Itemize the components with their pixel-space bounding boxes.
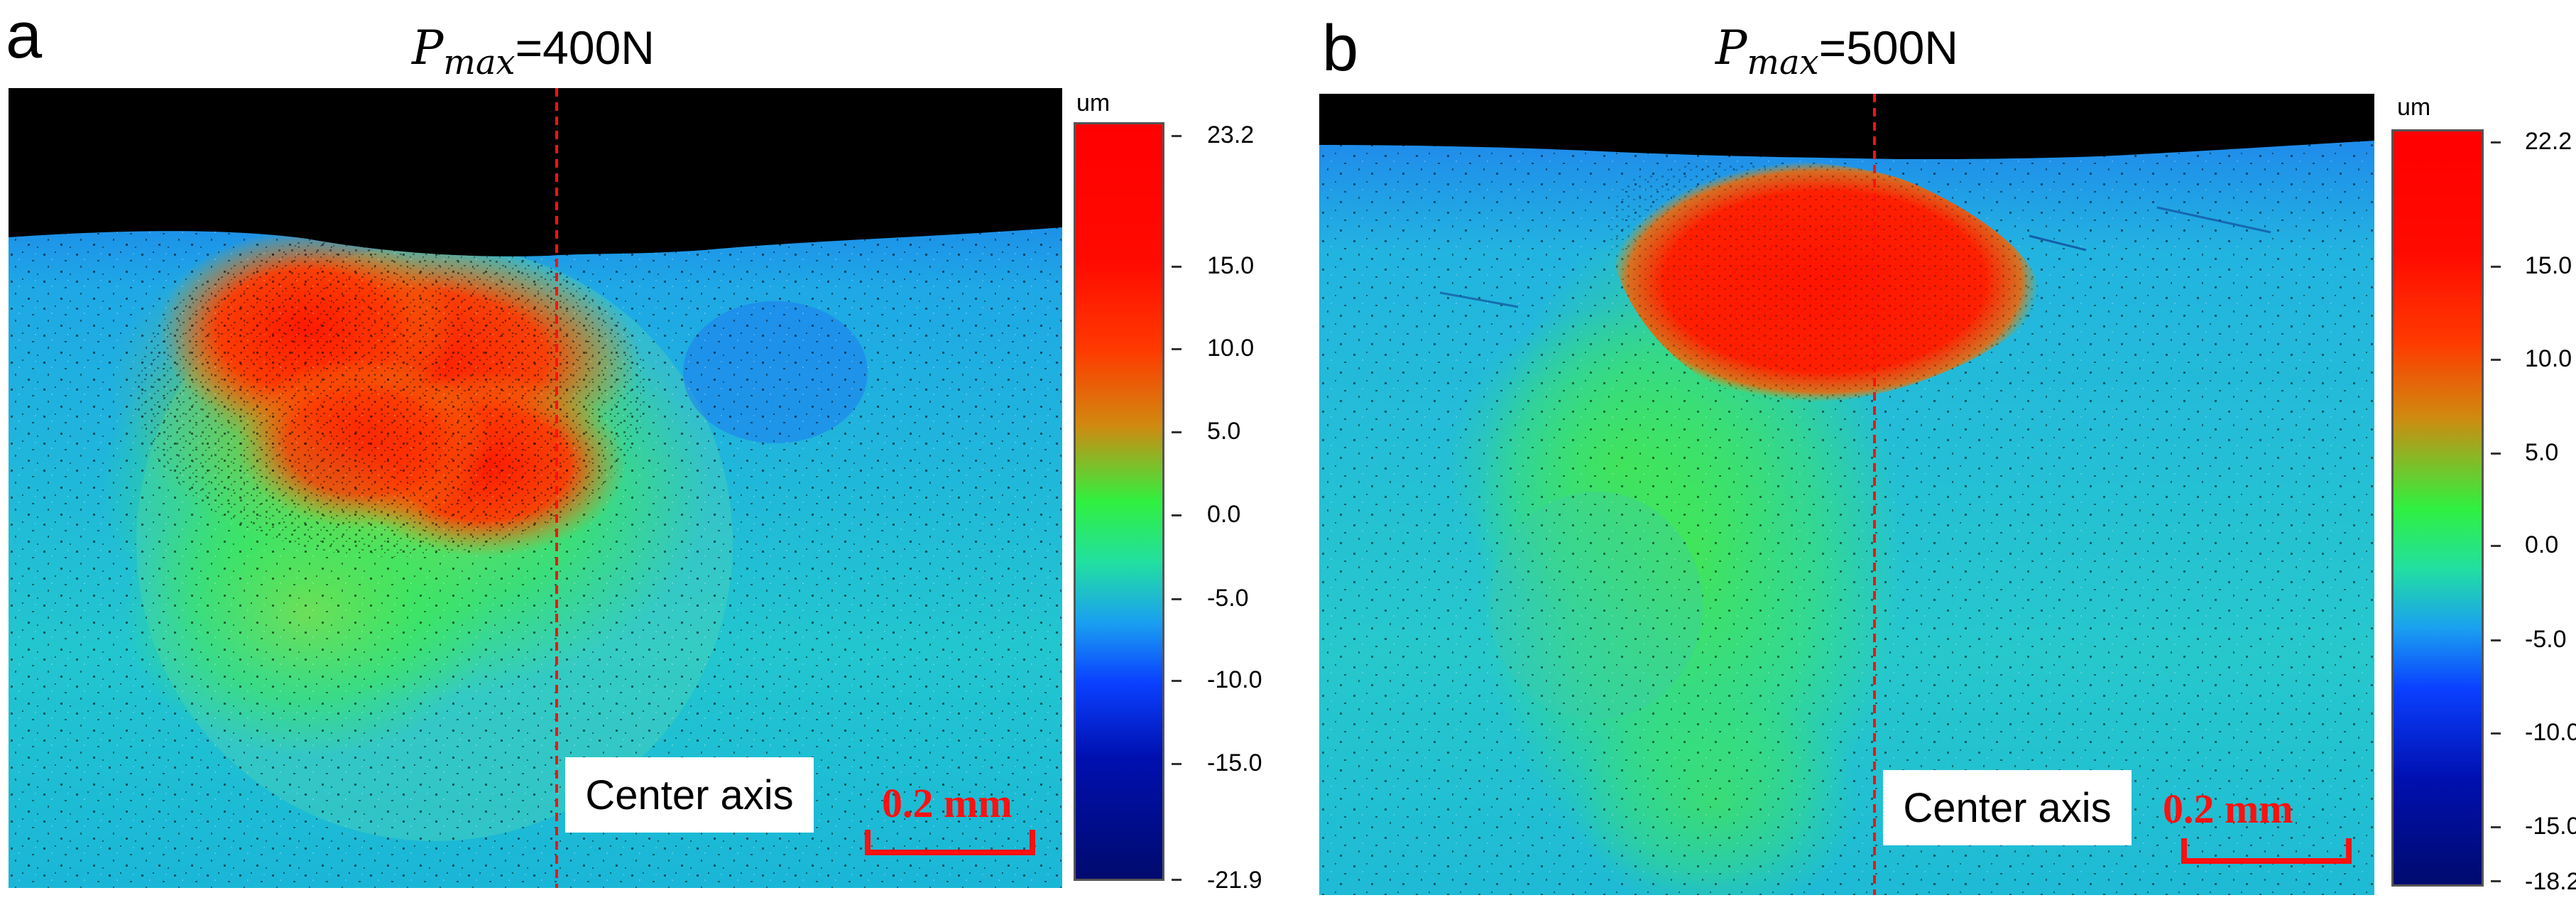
panel-a-colorbar-mark bbox=[1172, 431, 1181, 433]
panel-b-colorbar-tick: -5.0 bbox=[2525, 626, 2567, 653]
panel-a-title-value: =400N bbox=[515, 21, 655, 74]
panel-b-colorbar-mark bbox=[2491, 880, 2501, 882]
panel-a-colorbar-tick: 15.0 bbox=[1207, 252, 1255, 279]
panel-a-colorbar-tick: -15.0 bbox=[1207, 749, 1262, 776]
panel-b-colorbar-mark bbox=[2491, 545, 2501, 547]
panel-b-colorbar-max: 22.2 bbox=[2525, 128, 2572, 155]
panel-a-colorbar-mark bbox=[1172, 879, 1181, 881]
panel-b-colorbar-tick: 10.0 bbox=[2525, 345, 2572, 372]
panel-b-title-value: =500N bbox=[1818, 21, 1958, 74]
panel-a-title-subscript: max bbox=[443, 43, 515, 82]
panel-a-colorbar-mark bbox=[1172, 348, 1181, 350]
panel-b-colorbar-mark bbox=[2491, 826, 2501, 828]
panel-b-deformation-map bbox=[1319, 94, 2374, 895]
panel-a-map-image bbox=[9, 88, 1062, 888]
panel-b-center-axis-label: Center axis bbox=[1883, 770, 2132, 845]
panel-b-colorbar-mark bbox=[2491, 453, 2501, 455]
panel-a-colorbar-tick: -5.0 bbox=[1207, 585, 1249, 612]
panel-a-scale-label: 0.2 mm bbox=[882, 780, 1013, 826]
panel-a-letter: a bbox=[6, 0, 43, 72]
panel-a-colorbar-tick: 5.0 bbox=[1207, 418, 1241, 445]
panel-b-colorbar-mark bbox=[2491, 141, 2501, 143]
panel-b-colorbar-tick: -10.0 bbox=[2525, 719, 2576, 746]
panel-b-title-symbol: P bbox=[1715, 21, 1747, 75]
panel-a-colorbar-max: 23.2 bbox=[1207, 121, 1255, 148]
panel-a-colorbar-tick: 10.0 bbox=[1207, 335, 1255, 362]
panel-a-title-symbol: P bbox=[412, 21, 444, 75]
panel-a-colorbar-mark bbox=[1172, 135, 1181, 137]
panel-a-colorbar-tick: -10.0 bbox=[1207, 666, 1262, 693]
panel-b-colorbar-tick: 0.0 bbox=[2525, 531, 2559, 558]
panel-a-title: Pmax=400N bbox=[412, 21, 655, 80]
panel-b-title: Pmax=500N bbox=[1715, 21, 1958, 80]
panel-b-colorbar-tick: -15.0 bbox=[2525, 813, 2576, 840]
panel-b-colorbar-tick: 5.0 bbox=[2525, 439, 2559, 466]
panel-a-scale-bar bbox=[865, 830, 1035, 855]
panel-a-colorbar-mark bbox=[1172, 680, 1181, 682]
panel-b-title-subscript: max bbox=[1747, 43, 1819, 82]
panel-b-scale-label: 0.2 mm bbox=[2163, 786, 2293, 832]
panel-a-colorbar-mark bbox=[1172, 763, 1181, 765]
panel-a-colorbar-mark bbox=[1172, 266, 1181, 268]
panel-b-colorbar-mark bbox=[2491, 732, 2501, 735]
panel-a-colorbar-mark bbox=[1172, 514, 1181, 516]
panel-b-colorbar-tick: 15.0 bbox=[2525, 252, 2572, 279]
panel-b-colorbar bbox=[2391, 129, 2484, 887]
panel-a-colorbar-unit: um bbox=[1076, 90, 1110, 117]
panel-b-letter: b bbox=[1322, 12, 1359, 85]
panel-a-colorbar-tick: 0.0 bbox=[1207, 501, 1241, 528]
panel-a-center-axis-label: Center axis bbox=[565, 757, 814, 833]
panel-b-scale-bar bbox=[2181, 838, 2352, 864]
panel-b-colorbar-unit: um bbox=[2397, 94, 2431, 121]
panel-a-colorbar bbox=[1074, 122, 1164, 881]
panel-b-map-image bbox=[1319, 94, 2374, 895]
panel-a-colorbar-min: -21.9 bbox=[1207, 867, 1262, 894]
panel-b-colorbar-min: -18.2 bbox=[2525, 868, 2576, 895]
panel-b-colorbar-mark bbox=[2491, 359, 2501, 361]
panel-a-colorbar-mark bbox=[1172, 598, 1181, 600]
panel-b-colorbar-mark bbox=[2491, 639, 2501, 641]
panel-b-colorbar-mark bbox=[2491, 266, 2501, 268]
panel-a-deformation-map bbox=[9, 88, 1062, 888]
